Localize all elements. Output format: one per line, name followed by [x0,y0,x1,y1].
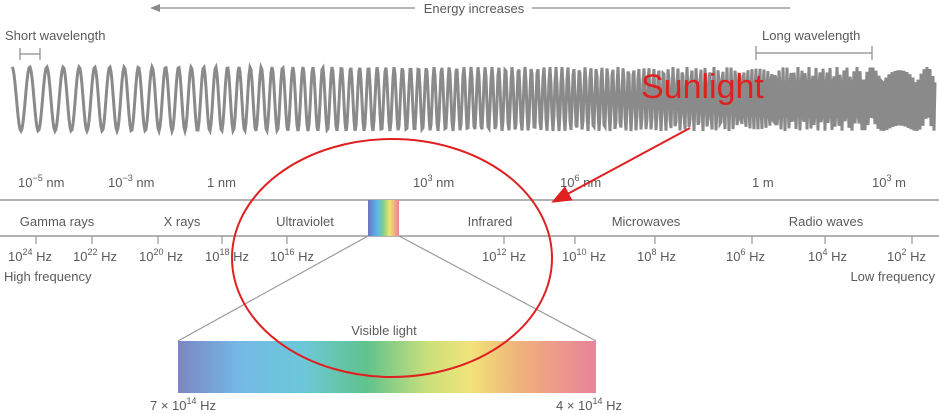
frequency-tick: 1010 Hz [562,247,606,264]
visible-left-frequency: 7 × 1014 Hz [150,396,216,413]
frequency-tick: 1022 Hz [73,247,117,264]
wavelength-scale: 10−5 nm 10−3 nm 1 nm 103 nm 106 nm 1 m 1… [18,173,906,190]
band-label: Infrared [468,214,513,229]
sunlight-label: Sunlight [641,68,764,106]
visible-light-spectrum-bar [178,341,596,393]
frequency-tick: 1024 Hz [8,247,52,264]
frequency-tick: 106 Hz [726,247,765,264]
band-label: Radio waves [789,214,864,229]
visible-zoom-lines [177,235,597,342]
wavelength-wave [10,61,937,137]
frequency-tick: 102 Hz [887,247,926,264]
visible-light-label: Visible light [351,323,417,338]
high-frequency-label: High frequency [4,269,92,284]
band-label: Microwaves [612,214,681,229]
wavelength-tick: 1 m [752,175,774,190]
low-frequency-label: Low frequency [850,269,935,284]
frequency-tick: 104 Hz [808,247,847,264]
sunlight-ellipse [231,138,553,378]
wavelength-tick: 1 nm [207,175,236,190]
frequency-tick: 1016 Hz [270,247,314,264]
visible-band [368,200,399,236]
wavelength-tick: 103 nm [413,173,454,190]
band-label: X rays [164,214,201,229]
long-wavelength-bracket [755,46,873,60]
frequency-tick-marks [35,236,913,244]
long-wavelength-label: Long wavelength [762,28,860,43]
short-wavelength-bracket [19,48,41,60]
short-wavelength-label: Short wavelength [5,28,105,43]
frequency-tick: 108 Hz [637,247,676,264]
wavelength-tick: 10−5 nm [18,173,64,190]
frequency-tick: 1018 Hz [205,247,249,264]
frequency-tick: 1012 Hz [482,247,526,264]
sunlight-arrow [551,127,691,203]
frequency-tick: 1020 Hz [139,247,183,264]
wavelength-tick: 103 m [872,173,906,190]
band-label: Ultraviolet [276,214,334,229]
wavelength-tick: 10−3 nm [108,173,154,190]
energy-label: Energy increases [424,1,525,16]
band-label: Gamma rays [20,214,95,229]
energy-arrow [150,4,790,12]
frequency-scale: 1024 Hz 1022 Hz 1020 Hz 1018 Hz 1016 Hz … [8,247,926,264]
visible-right-frequency: 4 × 1014 Hz [556,396,622,413]
band-labels: Gamma rays X rays Ultraviolet Infrared M… [20,214,864,229]
